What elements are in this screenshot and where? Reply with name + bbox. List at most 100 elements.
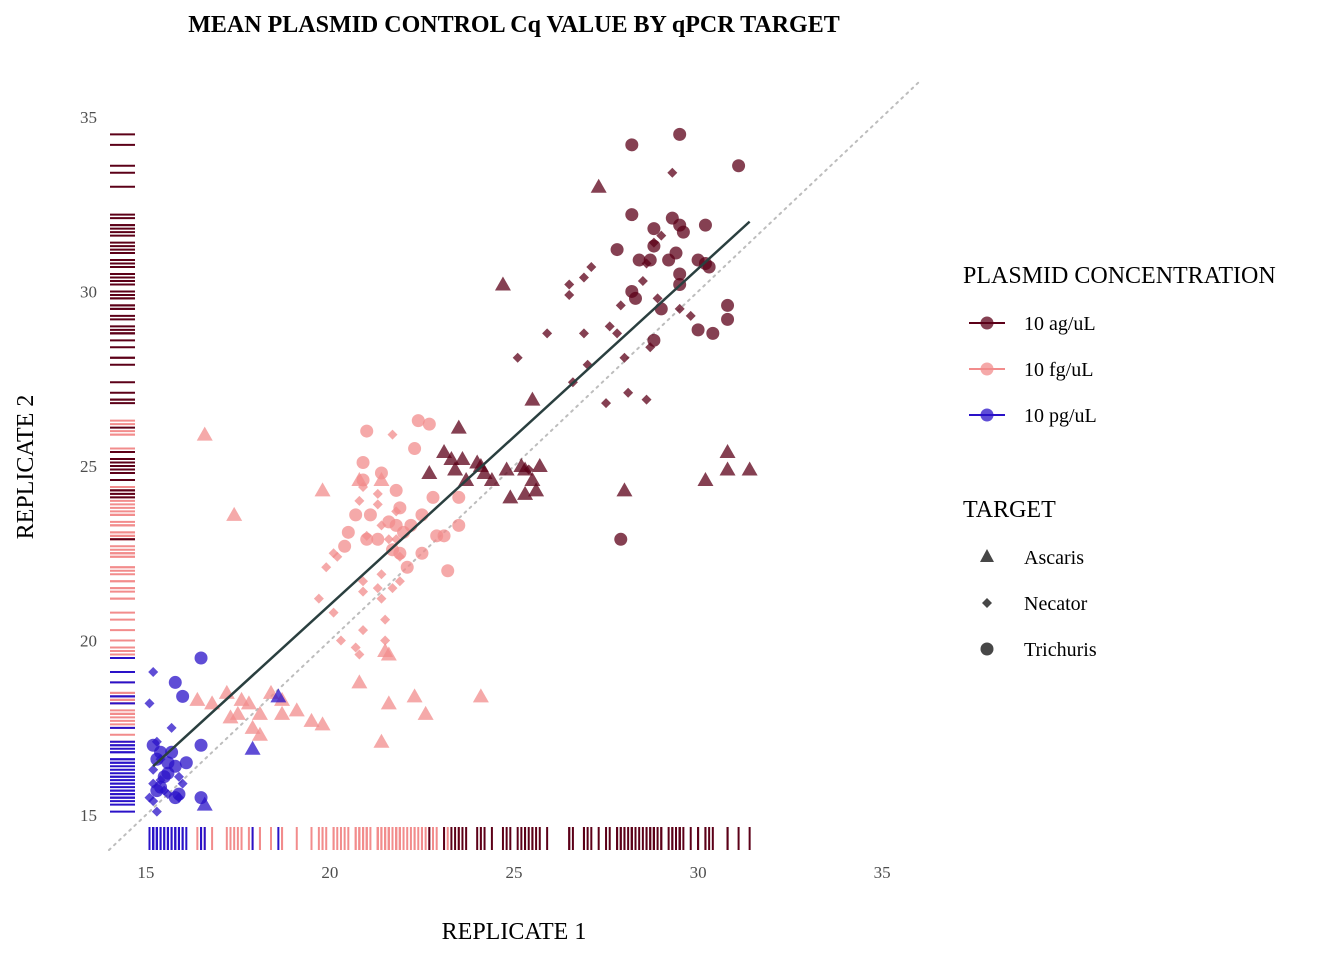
data-point-trichuris (426, 490, 440, 504)
data-point-necator (623, 387, 634, 398)
legend-label-ascaris: Ascaris (1024, 547, 1084, 569)
data-point-necator (394, 551, 405, 562)
data-point-necator (173, 792, 184, 803)
data-point-ascaris (251, 705, 268, 720)
data-point-ascaris (303, 712, 320, 727)
data-point-ascaris (517, 461, 534, 476)
data-point-trichuris (437, 529, 451, 543)
data-point-trichuris (654, 302, 668, 316)
data-point-trichuris (349, 508, 363, 522)
x-tick-label: 20 (321, 863, 338, 882)
data-point-ascaris (443, 451, 460, 466)
data-point-trichuris (168, 675, 182, 689)
data-point-ascaris (274, 705, 291, 720)
data-point-necator (667, 167, 678, 178)
data-point-trichuris (441, 564, 455, 578)
data-point-trichuris (415, 546, 429, 560)
data-point-necator (652, 293, 663, 304)
data-point-trichuris (422, 417, 436, 431)
legend-item-10-pg: 10 pg/uL (969, 405, 1097, 427)
data-point-trichuris (673, 127, 687, 141)
plot-area: 15 20 25 30 35 15 20 25 30 35 (80, 81, 920, 882)
x-tick-label: 30 (690, 863, 707, 882)
data-point-ascaris (288, 702, 305, 717)
data-point-necator (354, 649, 365, 660)
data-point-ascaris (469, 454, 486, 469)
data-point-necator (313, 593, 324, 604)
y-axis-title: REPLICATE 2 (13, 395, 39, 540)
data-point-necator (604, 321, 615, 332)
data-point-necator (372, 499, 383, 510)
data-point-necator (674, 303, 685, 314)
data-point-trichuris (452, 518, 466, 532)
data-point-ascaris (240, 695, 257, 710)
data-point-necator (151, 736, 162, 747)
data-point-necator (148, 666, 159, 677)
data-point-trichuris (673, 267, 687, 281)
data-point-necator (656, 230, 667, 241)
data-point-necator (358, 576, 369, 587)
data-point-necator (354, 495, 365, 506)
data-point-necator (612, 328, 623, 339)
data-point-trichuris (610, 243, 624, 257)
data-point-ascaris (373, 733, 390, 748)
data-point-trichuris (168, 759, 182, 773)
data-point-necator (619, 352, 630, 363)
data-point-necator (148, 778, 159, 789)
data-point-ascaris (421, 464, 438, 479)
data-point-trichuris (721, 298, 735, 312)
data-point-ascaris (476, 464, 493, 479)
data-point-ascaris (741, 461, 758, 476)
data-point-trichuris (614, 532, 628, 546)
y-tick-label: 15 (80, 806, 97, 825)
data-point-necator (383, 534, 394, 545)
legend-target-title: TARGET (963, 497, 1056, 523)
data-point-trichuris (698, 218, 712, 232)
data-point-trichuris (625, 138, 639, 152)
data-point-trichuris (732, 159, 746, 173)
x-tick-label: 35 (874, 863, 891, 882)
data-point-necator (645, 342, 656, 353)
data-point-necator (372, 583, 383, 594)
data-point-trichuris (676, 225, 690, 239)
legend-circle-10-ag (980, 316, 994, 330)
data-point-necator (144, 698, 155, 709)
data-point-trichuris (338, 539, 352, 553)
data-point-ascaris (531, 458, 548, 472)
data-point-necator (564, 279, 575, 290)
x-tick-label: 15 (137, 863, 154, 882)
data-point-necator (387, 429, 398, 440)
data-point-trichuris (647, 222, 661, 236)
y-tick-label: 20 (80, 632, 97, 651)
data-point-ascaris (494, 276, 511, 291)
data-point-necator (350, 642, 361, 653)
fit-line (152, 220, 751, 768)
data-point-ascaris (351, 471, 368, 486)
data-point-necator (641, 258, 652, 269)
data-point-necator (321, 562, 332, 573)
legend-item-10-ag: 10 ag/uL (969, 313, 1096, 335)
data-point-ascaris (417, 705, 434, 720)
data-point-ascaris (229, 705, 246, 720)
legend-item-trichuris: Trichuris (980, 639, 1097, 661)
data-point-necator (641, 394, 652, 405)
data-point-necator (601, 398, 612, 409)
data-point-trichuris (691, 323, 705, 337)
data-point-ascaris (244, 740, 261, 755)
data-point-ascaris (244, 719, 261, 734)
data-point-necator (335, 635, 346, 646)
chart-title: MEAN PLASMID CONTROL Cq VALUE BY qPCR TA… (188, 12, 839, 38)
data-point-ascaris (616, 482, 633, 497)
y-tick-label: 25 (80, 457, 97, 476)
data-point-ascaris (226, 506, 243, 521)
data-point-necator (512, 352, 523, 363)
data-point-ascaris (270, 688, 287, 703)
data-point-trichuris (363, 508, 377, 522)
data-point-necator (376, 593, 387, 604)
data-point-ascaris (204, 695, 221, 710)
legend-circle-10-fg (980, 362, 994, 376)
data-point-ascaris (314, 482, 331, 497)
data-point-necator (578, 272, 589, 283)
data-point-trichuris (371, 532, 385, 546)
